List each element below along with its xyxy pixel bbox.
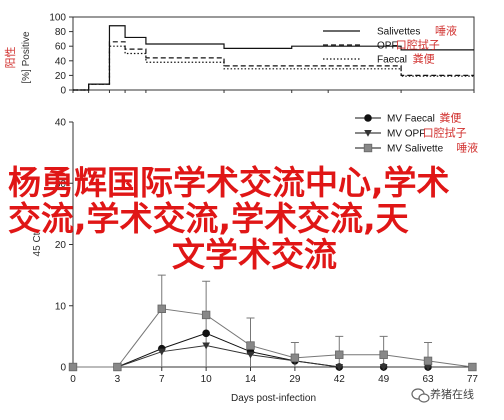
bottom-legend-label: MV Faecal — [387, 114, 435, 125]
data-point — [423, 356, 433, 366]
overlay-line-1: 杨勇辉国际学术交流中心,学术 — [8, 163, 450, 202]
top-y-axis-label: 阳性 [%] Positive — [3, 31, 32, 84]
top-plot-frame — [72, 16, 475, 91]
top-chart: 0 20 40 60 80 100 阳性 [%] Positive Salivettes 唾液 OP… — [3, 13, 475, 97]
bottom-x-axis-label: Days post-infection — [231, 393, 316, 404]
bottom-x-tick-label: 49 — [378, 374, 390, 385]
overlay-line-3: 文学术交流 — [172, 235, 337, 274]
data-point — [157, 304, 166, 314]
bottom-legend-label-cn: 唾液 — [456, 141, 478, 155]
bottom-chart: 0 10 20 30 40 0 3 7 10 14 29 42 49 63 77 Days post-infe… — [32, 111, 478, 405]
bottom-y-axis-label: 45 Ct — [32, 232, 43, 256]
bottom-legend-label: MV Salivette — [387, 144, 444, 155]
text-overlay: 杨勇辉国际学术交流中心,学术 交流,学术交流,学术交流,天 文学术交流 — [8, 163, 450, 274]
bottom-x-tick-label: 7 — [159, 374, 165, 385]
top-y-tick-label: 40 — [55, 56, 67, 67]
top-y-axis-label-en: [%] Positive — [21, 31, 32, 84]
data-point — [246, 351, 255, 359]
top-y-axis-label-cn: 阳性 — [3, 47, 17, 69]
data-point — [68, 362, 78, 372]
bottom-x-tick-label: 42 — [334, 374, 346, 385]
top-legend-label-cn: 口腔拭子 — [396, 38, 440, 52]
top-series-opf — [73, 41, 474, 91]
data-point — [335, 350, 344, 359]
data-point — [379, 350, 388, 359]
data-point — [468, 362, 477, 372]
bottom-legend-label-cn: 口腔拭子 — [423, 126, 467, 140]
bottom-x-tick-label: 3 — [115, 374, 121, 385]
data-point — [157, 348, 166, 356]
bottom-legend-label: MV OPF — [387, 129, 425, 140]
bottom-x-tick-label: 10 — [201, 374, 213, 385]
bottom-x-tick-label: 0 — [70, 374, 76, 385]
bottom-y-tick-label: 10 — [55, 301, 67, 312]
top-y-tick-label: 100 — [49, 13, 66, 24]
bottom-series-line — [73, 308, 473, 368]
top-y-tick-label: 0 — [60, 86, 66, 97]
top-y-tick-label: 60 — [55, 42, 67, 53]
data-point — [113, 362, 122, 372]
data-point — [424, 363, 432, 371]
wechat-icon — [411, 388, 430, 403]
data-point — [201, 310, 211, 320]
overlay-line-2: 交流,学术交流,学术交流,天 — [8, 199, 409, 238]
bottom-series-line — [73, 345, 473, 368]
top-legend-label: Salivettes — [377, 27, 420, 38]
top-legend-label-cn: 唾液 — [435, 24, 457, 38]
bottom-y-tick-label: 20 — [55, 240, 67, 251]
bottom-legend-marker — [364, 114, 372, 122]
data-point — [246, 341, 255, 350]
watermark: 养猪在线 — [411, 387, 474, 403]
data-point — [379, 363, 388, 371]
bottom-x-tick-label: 63 — [422, 374, 434, 385]
bottom-legend-label-cn: 粪便 — [439, 111, 461, 125]
data-point — [202, 342, 210, 350]
bottom-x-tick-label: 77 — [467, 374, 479, 385]
data-point — [290, 353, 300, 363]
top-legend-label-cn: 粪便 — [413, 52, 435, 66]
bottom-legend-marker — [363, 143, 373, 153]
top-legend-label: OPF — [377, 41, 398, 52]
data-point — [202, 329, 210, 338]
top-y-tick-label: 80 — [55, 27, 67, 38]
top-series-faecal — [73, 45, 474, 91]
top-y-tick-label: 20 — [55, 71, 67, 82]
bottom-y-tick-label: 40 — [55, 118, 67, 129]
bottom-y-tick-label: 0 — [60, 363, 66, 374]
data-point — [335, 363, 344, 371]
bottom-x-tick-label: 29 — [289, 374, 301, 385]
watermark-text: 养猪在线 — [430, 387, 474, 401]
bottom-legend-marker — [364, 129, 372, 137]
bottom-y-tick-label: 30 — [55, 179, 67, 190]
bottom-x-tick-label: 14 — [245, 374, 257, 385]
top-legend-label: Faecal — [377, 55, 407, 66]
